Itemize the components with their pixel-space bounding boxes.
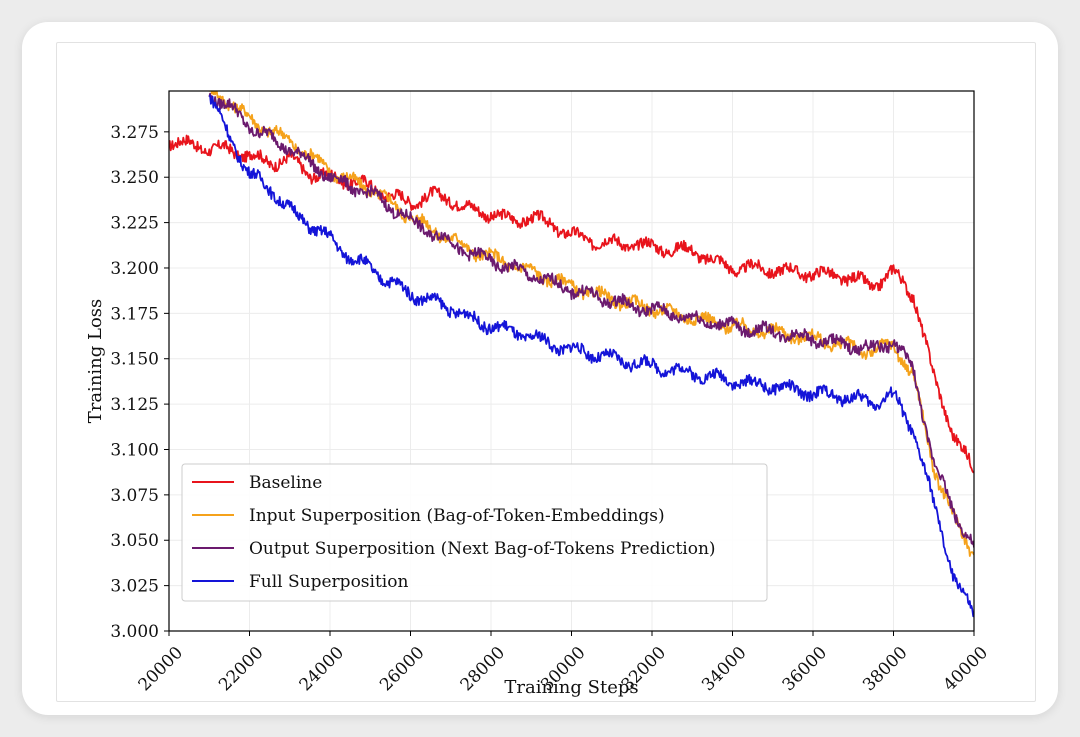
y-tick-label: 3.250 (110, 168, 159, 188)
series-line-4 (208, 94, 974, 618)
y-tick-label: 3.000 (110, 622, 159, 642)
x-tick-label: 22000 (215, 643, 267, 695)
y-tick-label: 3.175 (110, 304, 159, 324)
series-line-3 (208, 92, 974, 548)
x-tick-label: 20000 (135, 643, 187, 695)
legend-box (181, 463, 768, 602)
y-axis-ticks: 3.000 3.025 3.050 3.075 3.100 3.125 3.150 3.175… (110, 123, 169, 642)
x-tick-label: 28000 (457, 643, 509, 695)
training-loss-chart: 20000 22000 24000 26000 28000 30000 32000 34000… (85, 90, 992, 698)
x-tick-label: 26000 (376, 643, 428, 695)
x-tick-label: 34000 (698, 643, 750, 695)
figure-frame: 20000 22000 24000 26000 28000 30000 32000 34000… (56, 42, 1036, 702)
legend-label: Output Superposition (Next Bag-of-Tokens… (249, 539, 716, 559)
y-tick-label: 3.275 (110, 123, 159, 143)
x-tick-label: 38000 (859, 643, 911, 695)
y-tick-label: 3.150 (110, 350, 159, 370)
x-axis-label: Training Steps (504, 677, 638, 698)
y-axis-label: Training Loss (85, 299, 106, 424)
legend: Baseline Input Superposition (Bag-of-Toke… (181, 463, 768, 602)
figure-card: 20000 22000 24000 26000 28000 30000 32000 34000… (22, 22, 1058, 715)
y-tick-label: 3.125 (110, 395, 159, 415)
y-tick-label: 3.200 (110, 259, 159, 279)
y-tick-label: 3.025 (110, 577, 159, 597)
series-lines (169, 91, 974, 618)
y-tick-label: 3.075 (110, 486, 159, 506)
y-tick-label: 3.100 (110, 440, 159, 460)
x-tick-label: 24000 (296, 643, 348, 695)
x-tick-label: 40000 (940, 643, 992, 695)
y-tick-label: 3.050 (110, 531, 159, 551)
legend-label: Baseline (249, 473, 322, 493)
legend-label: Full Superposition (249, 572, 408, 592)
x-tick-label: 36000 (779, 643, 831, 695)
series-line-1 (169, 134, 974, 474)
y-tick-label: 3.225 (110, 214, 159, 234)
legend-label: Input Superposition (Bag-of-Token-Embedd… (249, 506, 665, 526)
